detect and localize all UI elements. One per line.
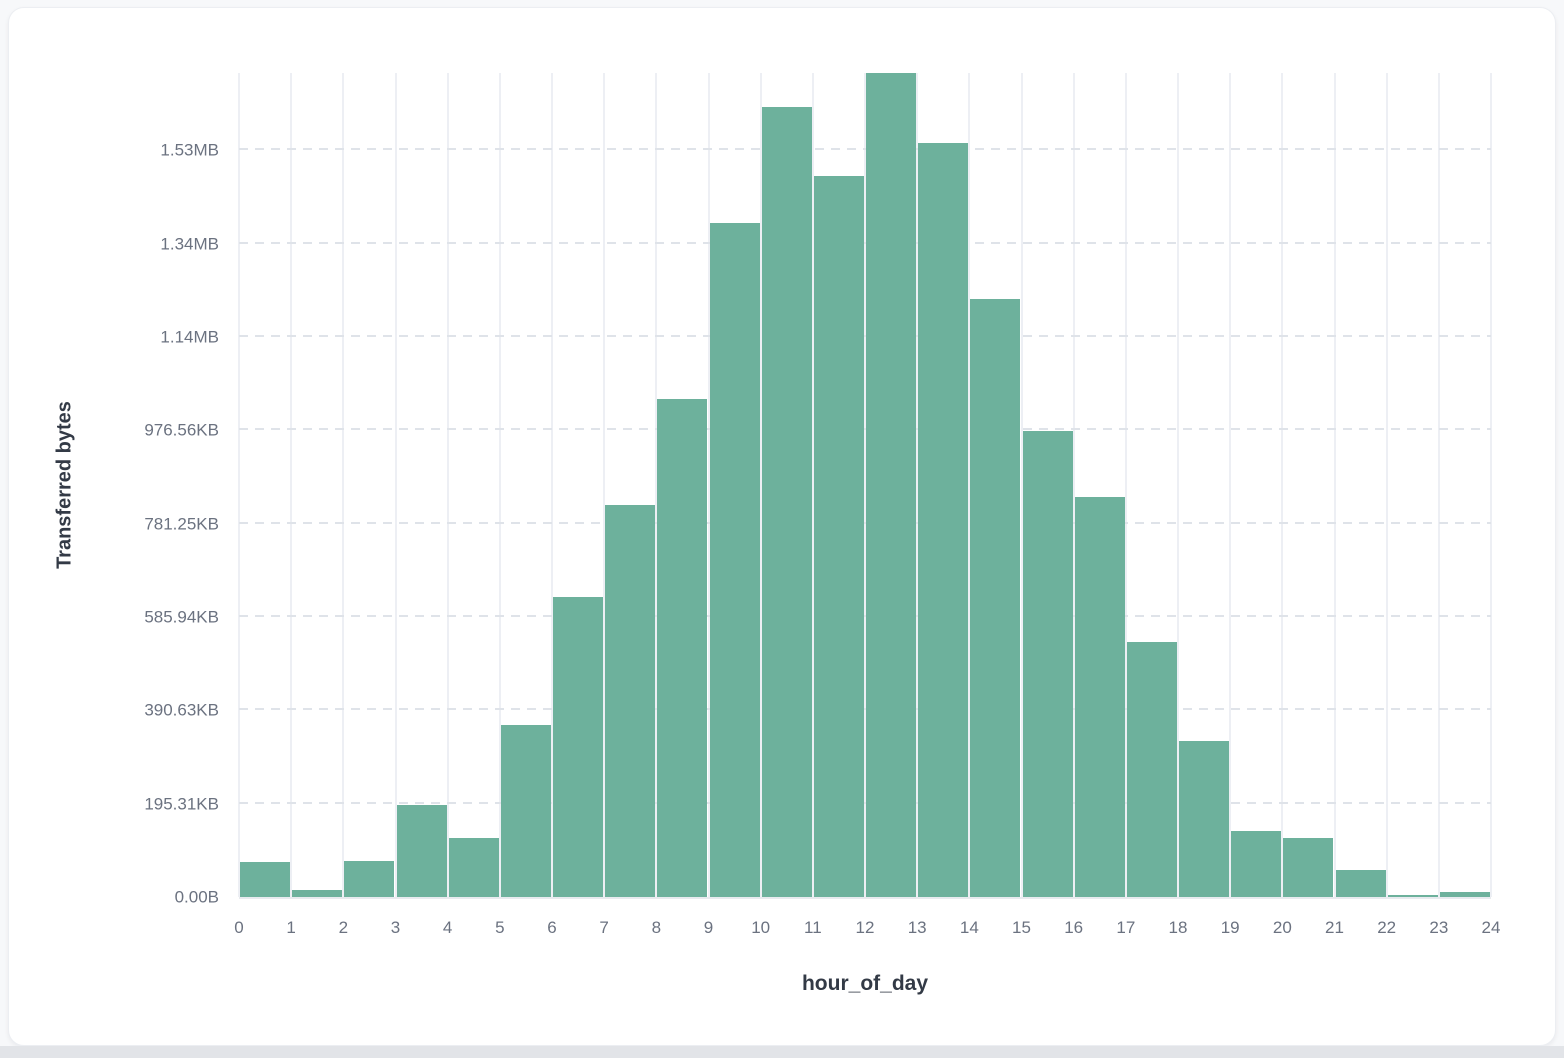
y-axis-tick-labels: 0.00B 195.31KB 390.63KB 585.94KB 781.25KB 976… xyxy=(49,73,219,906)
x-tick-label: 3 xyxy=(390,918,401,937)
y-tick-label: 195.31KB xyxy=(144,794,219,814)
x-tick-label: 13 xyxy=(907,918,927,937)
histogram-bar-hour-2[interactable] xyxy=(344,861,395,897)
x-tick-label: 9 xyxy=(703,918,714,937)
x-tick-label: 15 xyxy=(1012,918,1031,937)
x-tick-label: 18 xyxy=(1168,918,1188,937)
histogram-bar-hour-13[interactable] xyxy=(918,143,969,897)
histogram-bar-hour-7[interactable] xyxy=(605,505,656,897)
x-tick-label: 20 xyxy=(1272,918,1292,937)
x-tick-label: 8 xyxy=(651,918,662,937)
vertical-gridline xyxy=(603,73,606,897)
horizontal-gridline xyxy=(239,615,1491,618)
histogram-bar-hour-8[interactable] xyxy=(657,398,708,897)
vertical-gridline xyxy=(1229,73,1232,897)
histogram-bar-hour-3[interactable] xyxy=(396,805,447,897)
vertical-gridline xyxy=(1333,73,1336,897)
histogram-bar-hour-9[interactable] xyxy=(709,223,760,897)
horizontal-gridline xyxy=(239,428,1491,431)
x-tick-label: 14 xyxy=(959,918,979,937)
x-axis-tick-labels: 0 1 2 3 4 5 6 7 8 9 10 11 12 13 14 15 16 17 18 19 20 21 22 23 24 xyxy=(234,915,1500,941)
histogram-bar-hour-23[interactable] xyxy=(1439,891,1490,897)
vertical-gridline xyxy=(916,73,919,897)
vertical-gridline xyxy=(864,73,866,897)
histogram-bar-hour-15[interactable] xyxy=(1022,430,1073,897)
x-tick-label: 21 xyxy=(1325,918,1344,937)
y-tick-label: 781.25KB xyxy=(144,514,219,534)
y-tick-label: 585.94KB xyxy=(144,607,219,627)
histogram-bar-hour-19[interactable] xyxy=(1231,831,1282,897)
y-tick-label: 1.34MB xyxy=(160,234,219,254)
horizontal-gridline xyxy=(239,708,1491,711)
histogram-bar-hour-11[interactable] xyxy=(813,175,864,897)
vertical-gridline xyxy=(655,73,658,897)
vertical-gridline xyxy=(394,73,397,897)
x-tick-label: 7 xyxy=(599,918,609,937)
x-tick-label: 16 xyxy=(1064,918,1084,937)
vertical-gridline xyxy=(498,73,501,897)
histogram-bar-hour-0[interactable] xyxy=(240,862,291,897)
y-tick-label: 0.00B xyxy=(174,887,219,907)
vertical-gridline xyxy=(1177,73,1179,897)
vertical-gridline xyxy=(1281,73,1284,897)
x-tick-label: 1 xyxy=(286,918,296,937)
x-tick-label: 10 xyxy=(751,918,771,937)
x-tick-label: 12 xyxy=(855,918,875,937)
vertical-gridline xyxy=(968,73,971,897)
x-tick-label: 24 xyxy=(1481,918,1501,937)
x-tick-label: 2 xyxy=(338,918,349,937)
x-tick-label: 4 xyxy=(442,918,453,937)
y-tick-label: 1.53MB xyxy=(160,140,219,160)
histogram-bar-hour-1[interactable] xyxy=(292,890,343,897)
horizontal-gridline xyxy=(239,801,1491,804)
histogram-bar-hour-16[interactable] xyxy=(1074,496,1125,897)
vertical-gridline xyxy=(238,73,240,897)
bottom-strip xyxy=(0,1046,1564,1058)
horizontal-gridline xyxy=(239,148,1491,151)
vertical-gridline xyxy=(1072,73,1075,897)
vertical-gridline xyxy=(707,73,710,897)
horizontal-gridline xyxy=(239,335,1491,338)
x-tick-label: 22 xyxy=(1377,918,1397,937)
y-tick-label: 390.63KB xyxy=(144,700,219,720)
vertical-gridline xyxy=(551,73,553,897)
x-tick-label: 0 xyxy=(234,918,244,937)
vertical-gridline xyxy=(811,73,814,897)
histogram-bar-hour-4[interactable] xyxy=(448,838,499,897)
vertical-gridline xyxy=(290,73,293,897)
vertical-gridline xyxy=(759,73,762,897)
vertical-gridline xyxy=(342,73,345,897)
vertical-gridline xyxy=(1385,73,1388,897)
histogram-bar-hour-14[interactable] xyxy=(970,299,1021,897)
x-axis-title: hour_of_day xyxy=(801,972,929,995)
histogram-bar-hour-21[interactable] xyxy=(1335,870,1386,897)
vertical-gridline xyxy=(1437,73,1440,897)
horizontal-gridline xyxy=(239,521,1491,524)
histogram-bar-hour-17[interactable] xyxy=(1126,641,1177,897)
histogram-bar-hour-20[interactable] xyxy=(1283,838,1334,897)
vertical-gridline xyxy=(1124,73,1127,897)
vertical-gridline xyxy=(1020,73,1023,897)
horizontal-gridline xyxy=(239,241,1491,244)
x-tick-label: 11 xyxy=(804,918,822,937)
histogram-bar-hour-5[interactable] xyxy=(500,725,551,897)
x-tick-label: 6 xyxy=(547,918,557,937)
histogram-bar-hour-18[interactable] xyxy=(1179,741,1230,897)
x-tick-label: 5 xyxy=(495,918,505,937)
plot-area xyxy=(238,73,1492,899)
vertical-gridline xyxy=(1490,73,1492,897)
x-tick-label: 17 xyxy=(1116,918,1136,937)
x-tick-label: 19 xyxy=(1220,918,1240,937)
chart-card: Transferred bytes 0.00B 195.31KB 390.63KB 5… xyxy=(8,7,1556,1046)
histogram-bar-hour-6[interactable] xyxy=(553,596,604,897)
y-tick-label: 1.14MB xyxy=(160,327,219,347)
y-tick-label: 976.56KB xyxy=(144,420,219,440)
histogram-bar-hour-10[interactable] xyxy=(761,107,812,897)
x-tick-label: 23 xyxy=(1429,918,1449,937)
vertical-gridline xyxy=(446,73,449,897)
histogram-bar-hour-22[interactable] xyxy=(1387,894,1438,897)
histogram-bar-hour-12[interactable] xyxy=(866,73,917,897)
